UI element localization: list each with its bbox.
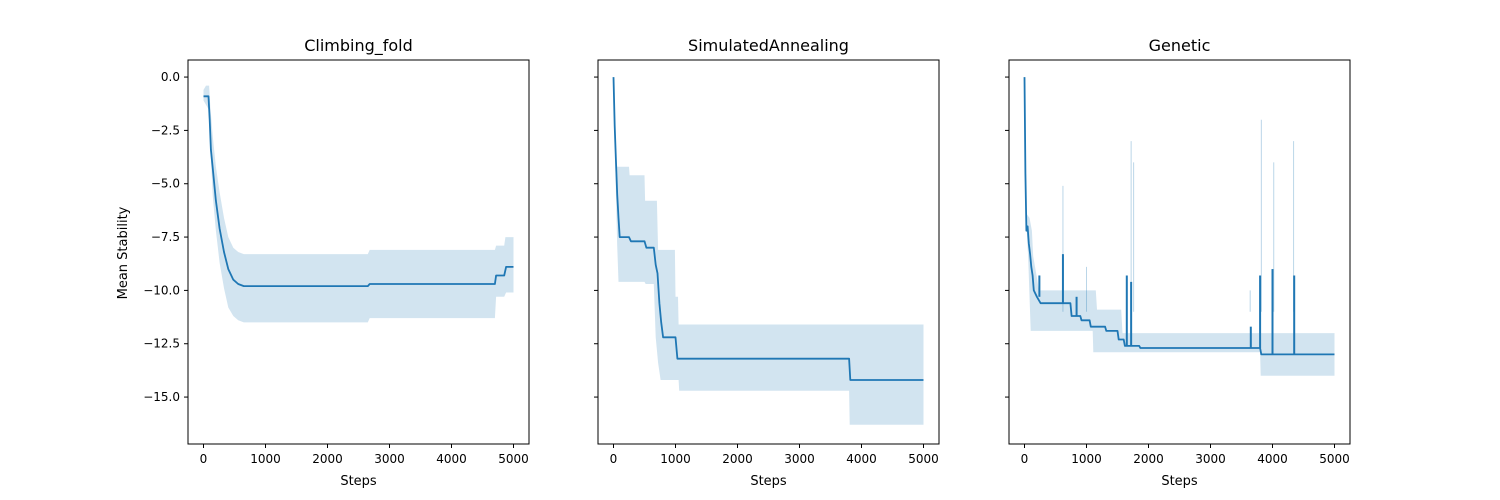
y-tick-label: 0.0 [161, 70, 180, 84]
x-tick-label: 5000 [498, 452, 529, 466]
y-tick-label: −15.0 [143, 390, 180, 404]
x-tick-label: 2000 [1133, 452, 1164, 466]
x-tick-label: 4000 [436, 452, 467, 466]
x-tick-label: 0 [610, 452, 618, 466]
y-tick-label: −5.0 [151, 177, 180, 191]
x-axis-label: Steps [1161, 474, 1198, 489]
panel-title: Climbing_fold [304, 36, 413, 56]
confidence-band [203, 85, 514, 323]
panel-2: SimulatedAnnealing 0 1000 2000 3000 4000 5000 S… [594, 36, 940, 489]
axes-frame [187, 59, 530, 445]
x-tick-label: 3000 [374, 452, 405, 466]
x-tick-label: 5000 [908, 452, 939, 466]
y-tick-label: −10.0 [143, 283, 180, 297]
panel-title: Genetic [1149, 36, 1211, 55]
x-tick-label: 1000 [660, 452, 691, 466]
x-tick-label: 4000 [1257, 452, 1288, 466]
x-tick-label: 3000 [784, 452, 815, 466]
panel-1: Climbing_fold 0 1000 2000 3000 4000 5000 Steps 0… [143, 36, 530, 489]
confidence-band [1024, 77, 1335, 376]
y-axis-label: Mean Stability [116, 206, 131, 299]
panel-3: Genetic 0 1000 2000 3000 4000 5000 Steps [1005, 36, 1351, 489]
x-tick-label: 0 [200, 452, 208, 466]
panels-container: Climbing_fold 0 1000 2000 3000 4000 5000 Steps 0… [143, 36, 1351, 489]
mean-line [612, 77, 924, 381]
mean-line [203, 95, 514, 288]
y-tick-label: −7.5 [151, 230, 180, 244]
confidence-band [613, 77, 924, 425]
axes-frame [1008, 59, 1351, 445]
y-tick-label: −2.5 [151, 123, 180, 137]
x-tick-label: 4000 [846, 452, 877, 466]
x-tick-label: 5000 [1319, 452, 1350, 466]
mean-line [1023, 77, 1335, 356]
x-tick-label: 1000 [1071, 452, 1102, 466]
y-tick-label: −12.5 [143, 337, 180, 351]
x-tick-label: 0 [1021, 452, 1029, 466]
x-tick-label: 1000 [250, 452, 281, 466]
x-axis-label: Steps [750, 474, 787, 489]
panel-title: SimulatedAnnealing [688, 36, 849, 55]
x-axis-label: Steps [340, 474, 377, 489]
x-tick-label: 2000 [312, 452, 343, 466]
x-tick-label: 2000 [722, 452, 753, 466]
x-tick-label: 3000 [1195, 452, 1226, 466]
axes-frame [597, 59, 940, 445]
